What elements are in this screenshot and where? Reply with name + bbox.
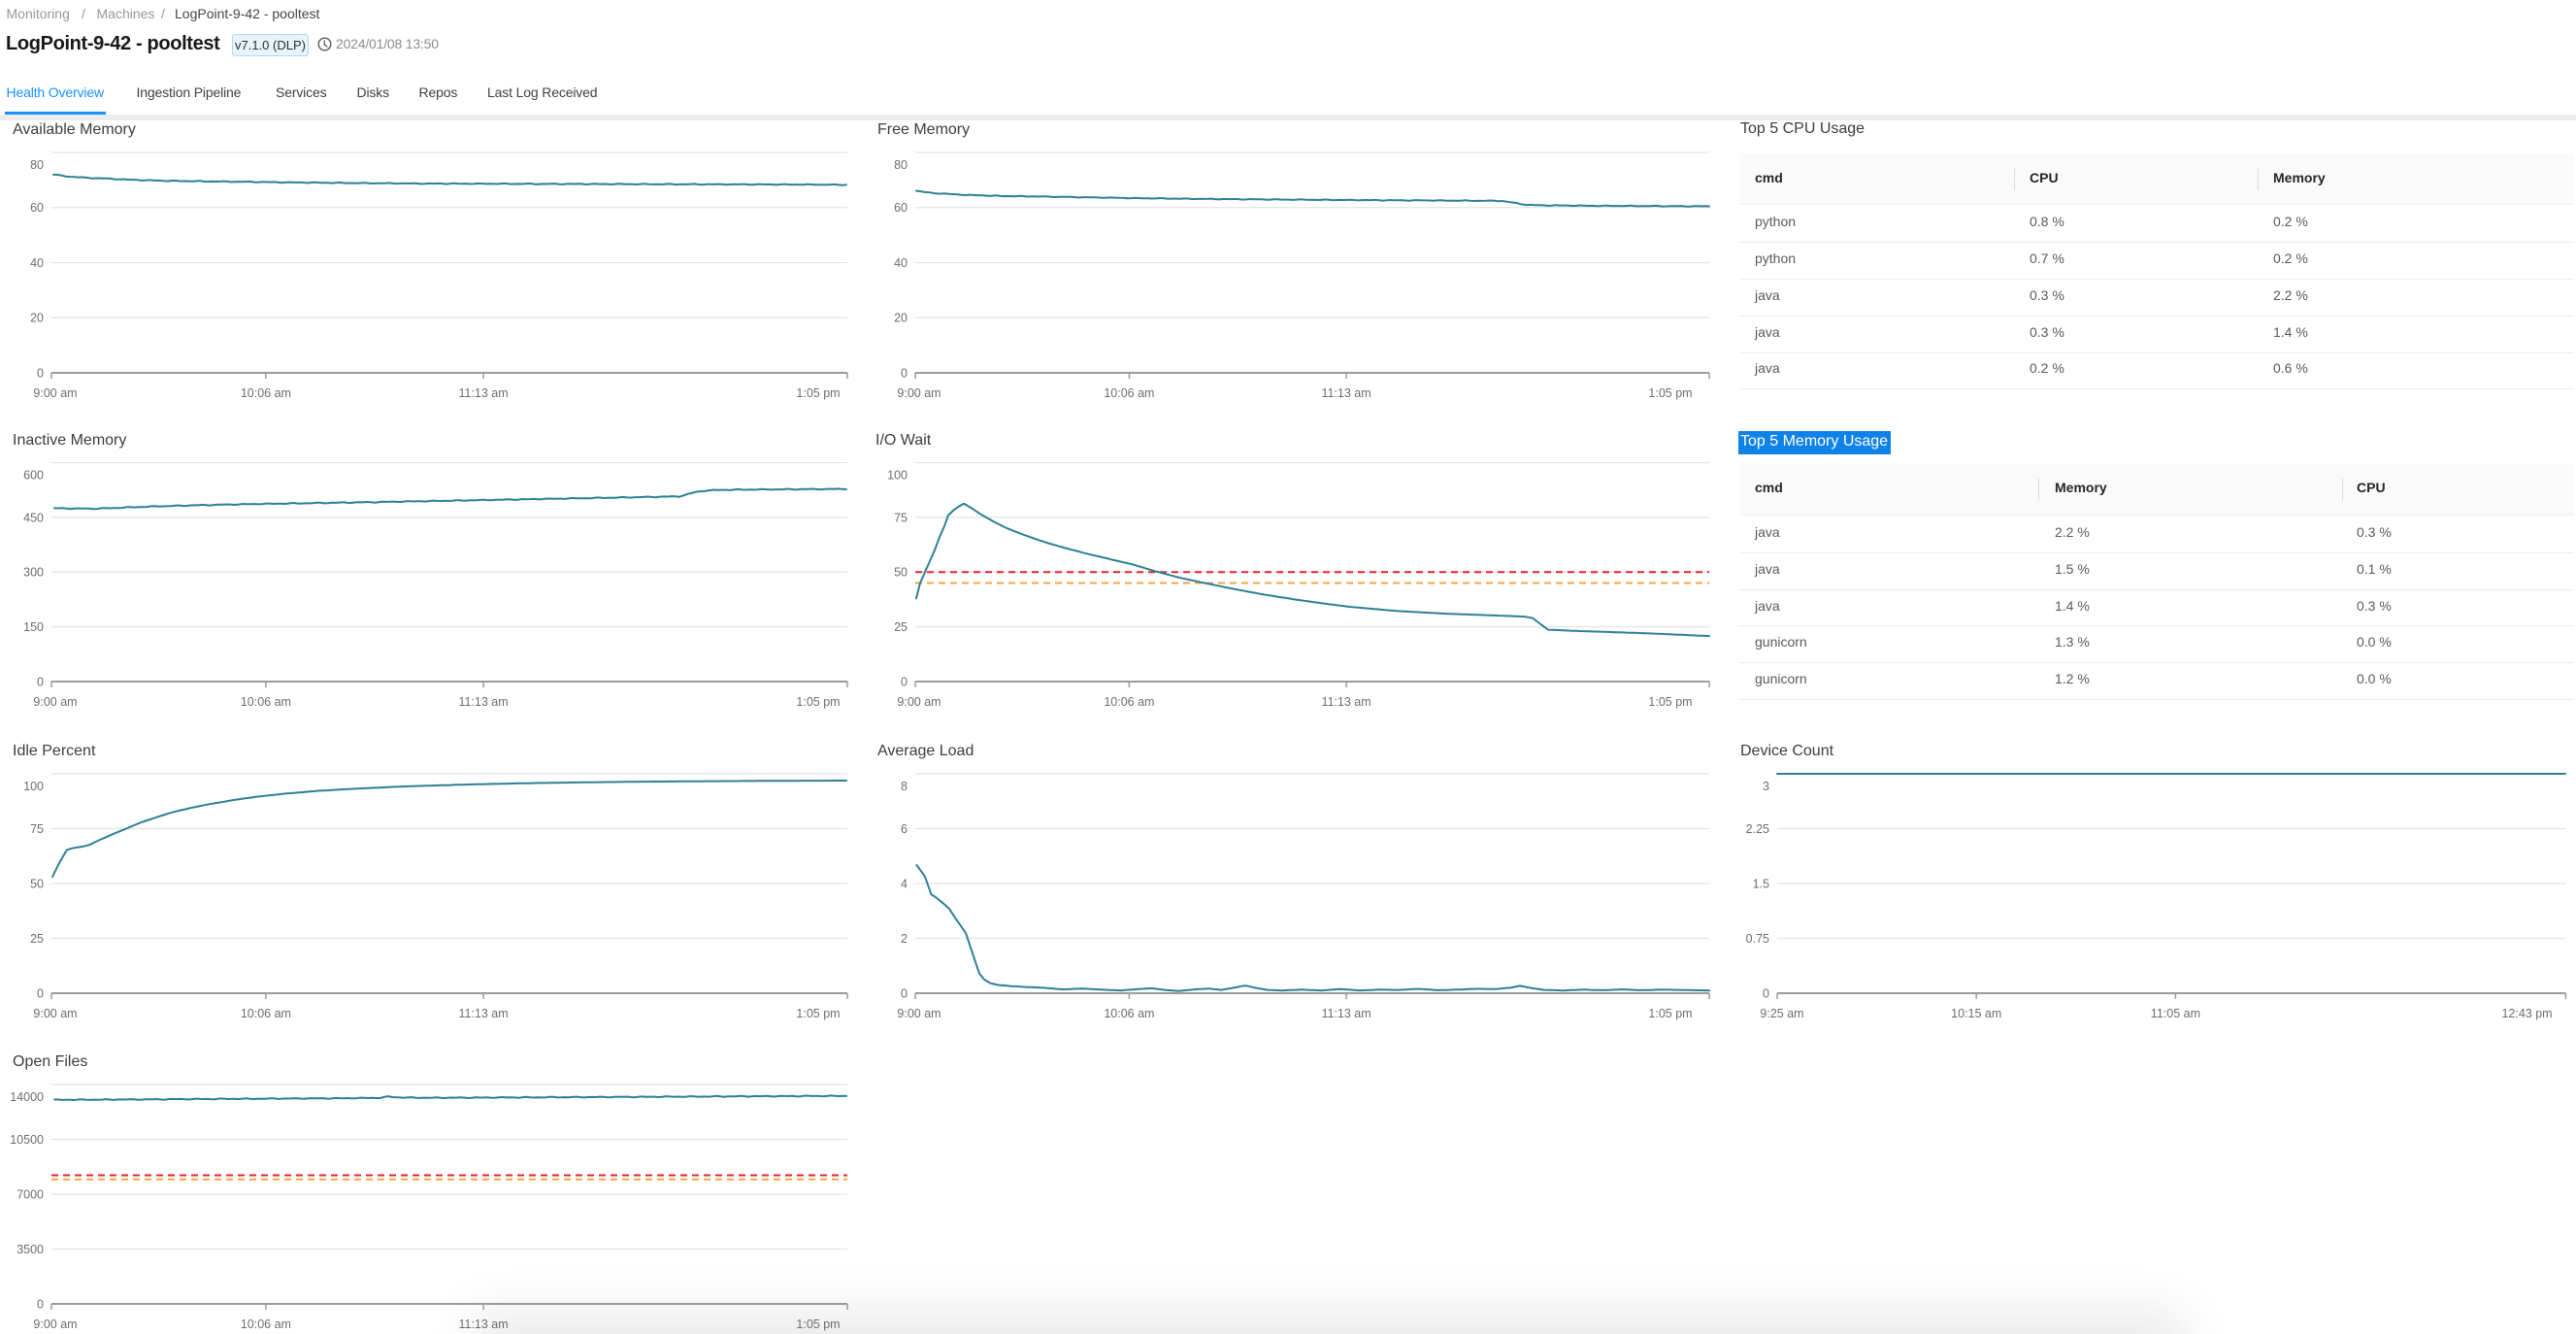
svg-text:1:05 pm: 1:05 pm: [1648, 695, 1692, 709]
svg-text:1:05 pm: 1:05 pm: [1648, 1007, 1692, 1020]
svg-text:9:00 am: 9:00 am: [897, 695, 941, 709]
svg-text:20: 20: [894, 312, 908, 325]
svg-text:100: 100: [23, 780, 44, 793]
svg-text:0: 0: [37, 986, 44, 1000]
svg-text:10:06 am: 10:06 am: [241, 386, 291, 400]
svg-text:1:05 pm: 1:05 pm: [796, 695, 840, 709]
svg-text:25: 25: [894, 620, 908, 634]
svg-text:9:00 am: 9:00 am: [897, 386, 941, 400]
svg-text:9:00 am: 9:00 am: [33, 695, 77, 709]
svg-text:7000: 7000: [17, 1187, 44, 1201]
svg-text:3500: 3500: [17, 1243, 44, 1256]
svg-text:600: 600: [23, 468, 44, 482]
svg-text:0: 0: [901, 675, 908, 688]
svg-text:14000: 14000: [10, 1090, 44, 1104]
svg-text:1:05 pm: 1:05 pm: [796, 386, 840, 400]
svg-text:1:05 pm: 1:05 pm: [1648, 386, 1692, 400]
svg-text:0.75: 0.75: [1746, 932, 1769, 946]
svg-text:60: 60: [30, 201, 44, 215]
svg-text:9:00 am: 9:00 am: [33, 1007, 77, 1020]
svg-text:80: 80: [30, 158, 44, 172]
svg-text:11:13 am: 11:13 am: [458, 1007, 508, 1020]
svg-text:80: 80: [894, 158, 908, 172]
svg-text:4: 4: [901, 877, 908, 890]
svg-text:75: 75: [894, 511, 908, 524]
svg-text:1.5: 1.5: [1753, 877, 1769, 890]
svg-text:0: 0: [37, 366, 44, 380]
svg-text:25: 25: [30, 932, 44, 946]
svg-text:10:15 am: 10:15 am: [1951, 1007, 2001, 1020]
svg-text:0: 0: [37, 1297, 44, 1311]
svg-text:10:06 am: 10:06 am: [241, 1317, 291, 1331]
svg-text:11:13 am: 11:13 am: [1321, 1007, 1371, 1020]
svg-text:2.25: 2.25: [1746, 822, 1769, 836]
svg-text:40: 40: [894, 256, 908, 270]
svg-text:6: 6: [901, 822, 908, 836]
svg-text:10500: 10500: [10, 1133, 44, 1147]
svg-text:50: 50: [30, 877, 44, 890]
svg-text:11:13 am: 11:13 am: [1321, 695, 1371, 709]
svg-text:60: 60: [894, 201, 908, 215]
svg-text:0: 0: [901, 986, 908, 1000]
svg-text:9:25 am: 9:25 am: [1760, 1007, 1803, 1020]
svg-text:10:06 am: 10:06 am: [241, 1007, 291, 1020]
svg-text:40: 40: [30, 256, 44, 270]
svg-text:10:06 am: 10:06 am: [1104, 386, 1154, 400]
svg-text:300: 300: [23, 566, 44, 580]
svg-text:2: 2: [901, 932, 908, 946]
svg-text:10:06 am: 10:06 am: [1104, 1007, 1154, 1020]
svg-text:100: 100: [887, 468, 908, 482]
svg-text:1:05 pm: 1:05 pm: [796, 1317, 840, 1331]
svg-text:0: 0: [37, 675, 44, 688]
svg-text:12:43 pm: 12:43 pm: [2501, 1007, 2552, 1020]
svg-text:8: 8: [901, 780, 908, 793]
svg-text:1:05 pm: 1:05 pm: [796, 1007, 840, 1020]
svg-text:0: 0: [1763, 986, 1769, 1000]
svg-text:9:00 am: 9:00 am: [33, 1317, 77, 1331]
svg-text:20: 20: [30, 312, 44, 325]
svg-text:50: 50: [894, 566, 908, 580]
svg-text:11:05 am: 11:05 am: [2151, 1007, 2200, 1020]
svg-text:9:00 am: 9:00 am: [33, 386, 77, 400]
svg-text:10:06 am: 10:06 am: [241, 695, 291, 709]
svg-text:11:13 am: 11:13 am: [458, 695, 508, 709]
svg-text:150: 150: [23, 620, 44, 634]
svg-text:3: 3: [1763, 780, 1769, 793]
svg-text:9:00 am: 9:00 am: [897, 1007, 941, 1020]
svg-text:11:13 am: 11:13 am: [458, 1317, 508, 1331]
svg-text:10:06 am: 10:06 am: [1104, 695, 1154, 709]
svg-text:11:13 am: 11:13 am: [1321, 386, 1371, 400]
svg-text:450: 450: [23, 511, 44, 524]
svg-text:11:13 am: 11:13 am: [458, 386, 508, 400]
svg-text:0: 0: [901, 366, 908, 380]
svg-text:75: 75: [30, 822, 44, 836]
